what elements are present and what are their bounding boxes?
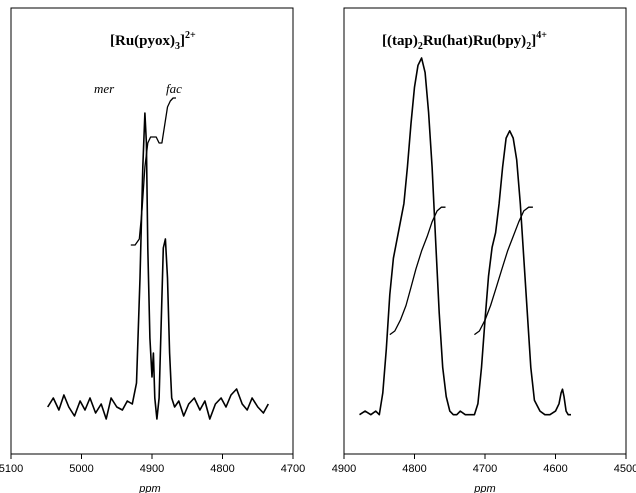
right-chart-title: [(tap)2Ru(hat)Ru(bpy)2]4+: [382, 30, 547, 52]
left-plot-frame: [10, 7, 294, 455]
right-plot-frame: [343, 7, 627, 455]
left-x-tick-label-4900: 4900: [140, 463, 164, 475]
right-x-tick-label-4500: 4500: [614, 463, 636, 475]
left-chart-title: [Ru(pyox)3]2+: [110, 30, 196, 52]
left-series-group: [47, 97, 270, 420]
left-spectrum-line: [47, 112, 270, 420]
left-integral-curve-1: [130, 97, 176, 246]
right-x-tick-label-4800: 4800: [402, 463, 426, 475]
right-spectrum-line: [359, 57, 571, 416]
left-x-tick-label-5100: 5100: [0, 463, 23, 475]
right-integral-curve-1: [389, 206, 446, 336]
annotation-mer: mer: [94, 81, 115, 96]
left-x-axis: 5100 5000 4900 4800 4700: [0, 454, 305, 475]
right-x-axis: 4900 4800 4700 4600 4500: [332, 454, 636, 475]
right-integral-curve-2: [474, 206, 533, 336]
left-x-axis-title: ppm: [138, 483, 160, 493]
right-x-tick-label-4900: 4900: [332, 463, 356, 475]
right-x-tick-label-4700: 4700: [473, 463, 497, 475]
annotation-fac: fac: [166, 81, 182, 96]
left-panel: [Ru(pyox)3]2+ mer fac 5100 5000 4900 4800 47…: [0, 7, 305, 493]
right-x-axis-title: ppm: [473, 483, 495, 493]
right-x-tick-label-4600: 4600: [543, 463, 567, 475]
right-panel: [(tap)2Ru(hat)Ru(bpy)2]4+ 4900 4800 4700 46…: [332, 7, 636, 493]
left-x-tick-label-5000: 5000: [69, 463, 93, 475]
right-series-group: [359, 57, 571, 416]
left-x-tick-label-4800: 4800: [210, 463, 234, 475]
left-x-tick-label-4700: 4700: [281, 463, 305, 475]
